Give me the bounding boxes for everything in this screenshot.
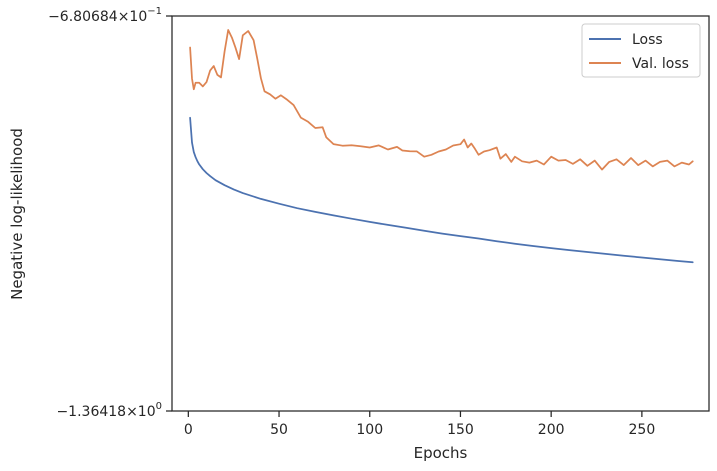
x-tick-label: 250 — [629, 422, 656, 438]
x-axis: 0 50 100 150 200 250 — [184, 411, 655, 438]
y-tick-label-top: −6.80684×10−1 — [48, 6, 162, 25]
x-axis-label: Epochs — [414, 444, 468, 462]
x-tick-label: 200 — [538, 422, 565, 438]
plot-frame — [171, 15, 710, 412]
y-tick-label-bottom: −1.36418×100 — [56, 401, 162, 420]
series-layer — [189, 29, 694, 264]
x-tick-label: 0 — [184, 422, 193, 438]
y-axis: −6.80684×10−1 −1.36418×100 — [48, 6, 172, 420]
legend-label-loss: Loss — [632, 32, 663, 48]
x-tick-label: 150 — [447, 422, 474, 438]
series-line-loss — [189, 116, 694, 264]
x-tick-label: 100 — [356, 422, 383, 438]
series-line-val-loss — [189, 29, 694, 171]
y-axis-label: Negative log-likelihood — [8, 128, 26, 300]
legend: Loss Val. loss — [581, 23, 701, 78]
legend-label-val-loss: Val. loss — [632, 56, 689, 72]
x-tick-label: 50 — [270, 422, 288, 438]
